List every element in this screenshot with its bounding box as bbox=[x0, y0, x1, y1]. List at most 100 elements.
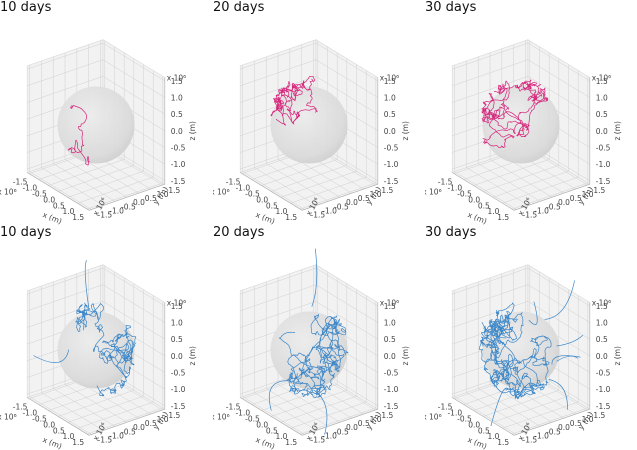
gridline bbox=[452, 267, 528, 295]
z-tick-label: 0.5 bbox=[171, 335, 183, 344]
x-tick-label: -1.0 bbox=[235, 184, 250, 193]
y-tick-label: 1.5 bbox=[381, 186, 393, 195]
y-tick-label: -1.5 bbox=[523, 211, 538, 220]
x-axis-label: x (m) bbox=[466, 435, 488, 450]
axes bbox=[452, 77, 591, 211]
z-axis-label: z (m) bbox=[401, 346, 410, 366]
axes bbox=[27, 302, 166, 436]
x-axis-label: x (m) bbox=[254, 435, 276, 450]
gridline bbox=[102, 284, 165, 323]
x-tick-label: -1.0 bbox=[22, 184, 37, 193]
y-tick-label: -1.0 bbox=[534, 206, 549, 215]
y-tick-label: -0.5 bbox=[334, 427, 349, 436]
gridline bbox=[452, 301, 528, 328]
z-tick-label: 0.0 bbox=[171, 127, 183, 136]
trajectory-arc bbox=[33, 349, 70, 363]
gridline bbox=[502, 401, 579, 429]
panel-title: 20 days bbox=[213, 0, 265, 15]
gridline bbox=[315, 284, 378, 323]
z-tick-label: -0.5 bbox=[171, 144, 186, 153]
gridline bbox=[512, 182, 588, 210]
x-axis-line bbox=[27, 172, 90, 211]
x-tick-label: 1.0 bbox=[276, 432, 288, 441]
x-tick-label: 0.5 bbox=[478, 426, 490, 435]
gridline bbox=[315, 42, 378, 82]
z-tick-label: -1.0 bbox=[384, 385, 399, 394]
axes bbox=[240, 77, 379, 211]
sphere bbox=[482, 86, 560, 164]
gridline bbox=[502, 176, 579, 204]
y-tick-label: -1.5 bbox=[523, 436, 538, 445]
z-tick-label: -1.5 bbox=[596, 177, 611, 186]
y-tick-label: 0.0 bbox=[133, 423, 145, 432]
sphere bbox=[270, 86, 348, 164]
trajectory-arc bbox=[311, 248, 318, 307]
sphere bbox=[57, 86, 135, 164]
gridline bbox=[290, 176, 367, 204]
gridline bbox=[27, 76, 103, 103]
y-tick-label: 0.5 bbox=[358, 419, 370, 428]
gridline bbox=[102, 42, 165, 82]
y-tick-label: 0.5 bbox=[358, 194, 370, 203]
x-tick-label: -0.5 bbox=[32, 190, 47, 199]
x-tick-label: 0.5 bbox=[53, 426, 65, 435]
x-tick-label: -0.5 bbox=[457, 190, 472, 199]
x-tick-label: -0.5 bbox=[457, 415, 472, 424]
sphere bbox=[57, 311, 135, 389]
gridline bbox=[315, 301, 378, 340]
z-tick-label: -0.5 bbox=[596, 369, 611, 378]
y-tick-label: -0.5 bbox=[334, 202, 349, 211]
trajectory bbox=[278, 314, 349, 398]
z-unit-label: x 10⁶ bbox=[380, 299, 399, 308]
panel-p5: 20 days -1.5 -1.0 -0.5 0.0 0.5 1.0 1.5 -1.5 -1.0… bbox=[213, 225, 425, 450]
gridline bbox=[102, 59, 165, 98]
x-unit-label: x 10⁶ bbox=[213, 188, 230, 197]
y-axis-line bbox=[89, 408, 165, 436]
x-tick-label: -0.5 bbox=[32, 415, 47, 424]
panel-title: 30 days bbox=[425, 0, 477, 15]
gridline bbox=[290, 401, 367, 429]
gridline bbox=[452, 42, 528, 70]
chart-p4: -1.5-1.0-0.50.00.51.01.5 -1.5-1.0-0.50.0 0… bbox=[0, 260, 197, 450]
gridline bbox=[27, 301, 103, 328]
gridline bbox=[280, 170, 357, 198]
y-axis-line bbox=[302, 183, 378, 211]
y-tick-label: -1.0 bbox=[534, 431, 549, 440]
y-axis-line bbox=[514, 408, 590, 436]
x-axis-label: x (m) bbox=[41, 210, 63, 225]
y-tick-label: 0.0 bbox=[346, 198, 358, 207]
x-tick-label: 1.0 bbox=[488, 432, 500, 441]
y-tick-label: -0.5 bbox=[546, 427, 561, 436]
z-tick-label: -0.5 bbox=[171, 369, 186, 378]
gridline bbox=[280, 395, 357, 423]
gridline bbox=[452, 59, 528, 87]
x-axis-label: x (m) bbox=[254, 210, 276, 225]
y-tick-label: 0.0 bbox=[133, 198, 145, 207]
x-tick-label: 1.0 bbox=[63, 432, 75, 441]
x-tick-label: 0.5 bbox=[266, 201, 278, 210]
x-tick-label: -1.5 bbox=[226, 178, 241, 187]
z-tick-label: 1.5 bbox=[384, 77, 396, 86]
z-tick-label: 0.5 bbox=[596, 110, 608, 119]
trajectory-arc bbox=[548, 379, 568, 410]
trajectory-arc bbox=[556, 355, 579, 362]
x-tick-label: 0.0 bbox=[256, 420, 268, 429]
panel-p4: 10 days -1.5 -1.0 -0.5 0.0 0.5 1.0 1.5 -1.5 -1.0… bbox=[0, 225, 212, 450]
z-tick-label: 1.5 bbox=[596, 302, 608, 311]
z-tick-label: 0.5 bbox=[596, 335, 608, 344]
z-tick-label: 0.5 bbox=[384, 110, 396, 119]
z-tick-label: 0.0 bbox=[596, 352, 608, 361]
z-tick-label: -0.5 bbox=[384, 144, 399, 153]
x-tick-label: 0.0 bbox=[256, 195, 268, 204]
trajectory-arc bbox=[481, 321, 507, 339]
panel-title: 30 days bbox=[425, 225, 477, 240]
axes bbox=[27, 77, 166, 211]
x-unit-label: x 10⁶ bbox=[425, 413, 442, 422]
x-tick-label: 0.5 bbox=[53, 201, 65, 210]
gridline bbox=[240, 267, 316, 295]
x-tick-label: 1.5 bbox=[72, 213, 84, 222]
z-tick-label: -1.0 bbox=[171, 160, 186, 169]
x-tick-label: 0.0 bbox=[468, 195, 480, 204]
trajectory-arc bbox=[316, 346, 329, 349]
x-axis-line bbox=[27, 397, 90, 436]
